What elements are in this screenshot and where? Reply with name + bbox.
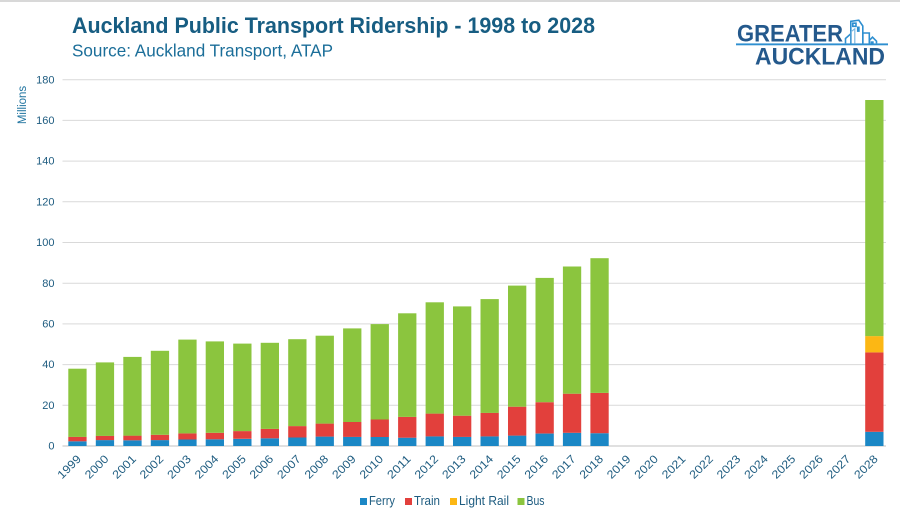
svg-text:2021: 2021	[660, 453, 688, 481]
svg-text:Train: Train	[414, 494, 440, 508]
svg-text:Light Rail: Light Rail	[459, 494, 509, 508]
svg-text:2004: 2004	[193, 453, 222, 482]
svg-text:160: 160	[36, 115, 54, 127]
svg-text:Millions: Millions	[17, 86, 29, 125]
svg-text:0: 0	[48, 441, 54, 453]
svg-text:2022: 2022	[688, 453, 716, 481]
svg-text:2005: 2005	[221, 453, 249, 481]
svg-text:GREATER: GREATER	[737, 21, 843, 47]
svg-text:2020: 2020	[633, 453, 661, 481]
svg-text:2024: 2024	[743, 453, 772, 482]
svg-text:2002: 2002	[138, 453, 166, 481]
svg-text:2023: 2023	[715, 453, 743, 481]
svg-text:Source: Auckland Transport, AT: Source: Auckland Transport, ATAP	[72, 41, 333, 61]
svg-text:2017: 2017	[550, 453, 578, 481]
svg-text:2026: 2026	[798, 453, 826, 481]
svg-text:2015: 2015	[495, 453, 523, 481]
svg-text:2012: 2012	[413, 453, 441, 481]
svg-text:2019: 2019	[605, 453, 633, 481]
svg-text:2007: 2007	[275, 453, 303, 481]
svg-text:2000: 2000	[83, 453, 111, 481]
svg-text:Bus: Bus	[527, 494, 545, 508]
svg-text:2028: 2028	[852, 453, 880, 481]
svg-text:180: 180	[36, 74, 54, 86]
svg-text:2013: 2013	[440, 453, 468, 481]
svg-text:80: 80	[42, 278, 54, 290]
svg-text:AUCKLAND: AUCKLAND	[755, 45, 885, 71]
svg-text:Auckland Public Transport Ride: Auckland Public Transport Ridership - 19…	[72, 13, 595, 38]
svg-text:2018: 2018	[578, 453, 606, 481]
svg-text:2011: 2011	[385, 453, 413, 481]
svg-text:2003: 2003	[166, 453, 194, 481]
svg-text:120: 120	[36, 196, 54, 208]
svg-text:60: 60	[42, 319, 54, 331]
svg-text:2009: 2009	[330, 453, 358, 481]
svg-text:2016: 2016	[523, 453, 551, 481]
svg-text:Ferry: Ferry	[369, 494, 396, 508]
svg-text:1999: 1999	[56, 453, 84, 481]
svg-text:2025: 2025	[770, 453, 798, 481]
svg-text:2014: 2014	[468, 453, 497, 482]
svg-text:20: 20	[42, 400, 54, 412]
svg-text:2001: 2001	[111, 453, 139, 481]
svg-text:2008: 2008	[303, 453, 331, 481]
svg-text:140: 140	[36, 156, 54, 168]
svg-text:2006: 2006	[248, 453, 276, 481]
svg-text:2027: 2027	[825, 453, 853, 481]
svg-text:100: 100	[36, 237, 54, 249]
svg-text:40: 40	[42, 359, 54, 371]
svg-text:2010: 2010	[358, 453, 386, 481]
